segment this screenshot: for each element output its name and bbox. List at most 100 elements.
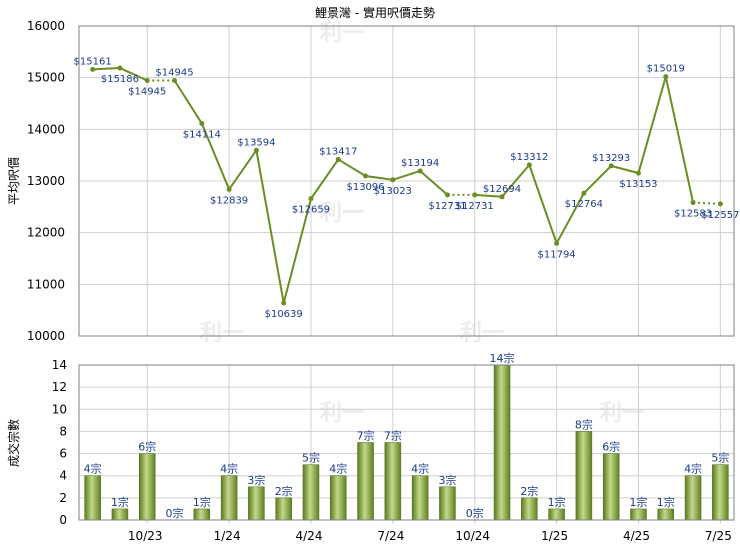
price-tick-label: 14000 bbox=[27, 122, 65, 136]
volume-bar-label: 1宗 bbox=[629, 495, 647, 509]
price-line-segment bbox=[583, 165, 612, 194]
volume-bar bbox=[548, 508, 565, 521]
price-point-label: $11794 bbox=[538, 249, 576, 260]
price-point-label: $12694 bbox=[483, 184, 521, 195]
x-tick-label: 10/23 bbox=[128, 529, 163, 543]
volume-bar bbox=[330, 475, 347, 521]
volume-bar bbox=[630, 508, 647, 521]
price-line-segment bbox=[610, 164, 639, 175]
volume-bar bbox=[493, 364, 511, 521]
price-tick-label: 10000 bbox=[27, 329, 65, 343]
watermarks: 利一 利一 利一 利一 利一 利一 bbox=[200, 21, 644, 426]
volume-bar-label: 6宗 bbox=[138, 440, 156, 454]
price-point bbox=[281, 300, 287, 306]
price-point-label: $13023 bbox=[374, 186, 412, 197]
volume-bar bbox=[138, 453, 156, 521]
volume-bar-label: 7宗 bbox=[357, 429, 375, 443]
price-point bbox=[499, 194, 505, 200]
volume-bar bbox=[521, 497, 538, 521]
volume-tick-label: 2 bbox=[59, 491, 67, 505]
price-point bbox=[663, 74, 669, 80]
volume-tick-label: 10 bbox=[52, 402, 67, 416]
volume-bar bbox=[384, 442, 402, 521]
price-point bbox=[390, 177, 396, 183]
price-line-segment bbox=[365, 175, 393, 181]
svg-text:利一: 利一 bbox=[320, 201, 364, 226]
price-point bbox=[363, 173, 369, 179]
volume-bar bbox=[712, 464, 729, 521]
volume-bar-label: 0宗 bbox=[166, 506, 184, 520]
volume-bar-label: 1宗 bbox=[548, 495, 566, 509]
price-point bbox=[308, 196, 314, 202]
volume-bar bbox=[302, 464, 320, 521]
price-line-segment bbox=[337, 158, 367, 177]
volume-bar bbox=[684, 475, 702, 521]
price-point-label: $12583 bbox=[674, 209, 712, 220]
x-tick-label: 1/25 bbox=[541, 529, 568, 543]
chart-title: 鯉景灣 - 實用呎價走勢 bbox=[315, 5, 435, 20]
volume-bar-label: 1宗 bbox=[657, 495, 675, 509]
price-tick-label: 13000 bbox=[27, 174, 65, 188]
price-grid: 10000 11000 12000 13000 14000 15000 16000 bbox=[27, 19, 734, 343]
volume-bar bbox=[411, 475, 429, 521]
price-line-segment bbox=[528, 164, 558, 244]
price-line-segment bbox=[392, 170, 421, 181]
price-point-label: $13594 bbox=[237, 137, 275, 148]
volume-tick-label: 8 bbox=[59, 424, 67, 438]
price-line-segment bbox=[419, 170, 449, 196]
volume-bar bbox=[275, 497, 292, 521]
volume-bar-label: 3宗 bbox=[247, 473, 265, 487]
volume-bar bbox=[84, 475, 101, 521]
volume-bar-label: 4宗 bbox=[684, 462, 702, 476]
price-point bbox=[554, 240, 560, 246]
volume-axis-label: 成交宗數 bbox=[6, 419, 21, 467]
svg-text:利一: 利一 bbox=[320, 21, 364, 46]
price-line-segment bbox=[119, 67, 148, 82]
price-point-label: $12659 bbox=[292, 205, 330, 216]
x-tick-label: 4/25 bbox=[623, 529, 650, 543]
volume-bar-label: 5宗 bbox=[711, 451, 729, 465]
volume-bar-label: 1宗 bbox=[111, 495, 129, 509]
price-point bbox=[608, 163, 614, 169]
price-tick-label: 11000 bbox=[27, 277, 65, 291]
data-labels: 4宗 1宗 6宗 0宗 1宗 4宗 3宗 2宗 5宗 4宗 7宗 7宗 4宗 3宗 0宗 14宗 2宗 1宗 8宗 6… bbox=[74, 56, 740, 520]
price-line-segment bbox=[92, 67, 120, 71]
price-point-label: $13194 bbox=[401, 158, 439, 169]
price-line-segment bbox=[693, 201, 721, 205]
volume-bar-label: 4宗 bbox=[329, 462, 347, 476]
volume-bar-label: 6宗 bbox=[602, 440, 620, 454]
price-line-segment bbox=[255, 150, 285, 304]
price-point-label: $14114 bbox=[183, 129, 221, 140]
svg-text:利一: 利一 bbox=[460, 321, 504, 346]
price-line bbox=[90, 65, 723, 306]
price-point bbox=[717, 201, 723, 207]
x-tick-label: 1/24 bbox=[214, 529, 241, 543]
volume-tick-label: 14 bbox=[52, 358, 67, 372]
volume-bar-label: 0宗 bbox=[466, 506, 484, 520]
price-line-segment bbox=[501, 164, 531, 198]
price-point-label: $13312 bbox=[510, 152, 548, 163]
price-line-segment bbox=[637, 76, 667, 174]
price-point bbox=[472, 192, 478, 198]
volume-bar bbox=[111, 508, 129, 521]
price-point-label: $14945 bbox=[155, 68, 193, 79]
volume-bar bbox=[602, 453, 620, 521]
price-point bbox=[417, 168, 423, 174]
price-point-label: $15019 bbox=[647, 64, 685, 75]
price-point bbox=[444, 192, 450, 198]
price-point-label: $13417 bbox=[319, 146, 357, 157]
price-point-label: $15186 bbox=[101, 74, 139, 85]
volume-bar-label: 4宗 bbox=[220, 462, 238, 476]
price-tick-label: 15000 bbox=[27, 71, 65, 85]
price-point bbox=[690, 200, 696, 206]
price-point-label: $12839 bbox=[210, 195, 248, 206]
price-point bbox=[581, 190, 587, 196]
price-line-segment bbox=[310, 158, 340, 200]
volume-bar-label: 7宗 bbox=[384, 429, 402, 443]
price-point-label: $15161 bbox=[74, 56, 112, 67]
x-tick-label: 4/24 bbox=[296, 529, 323, 543]
price-line-segment bbox=[664, 76, 695, 203]
price-point bbox=[90, 66, 96, 72]
price-line-segment bbox=[173, 79, 203, 124]
